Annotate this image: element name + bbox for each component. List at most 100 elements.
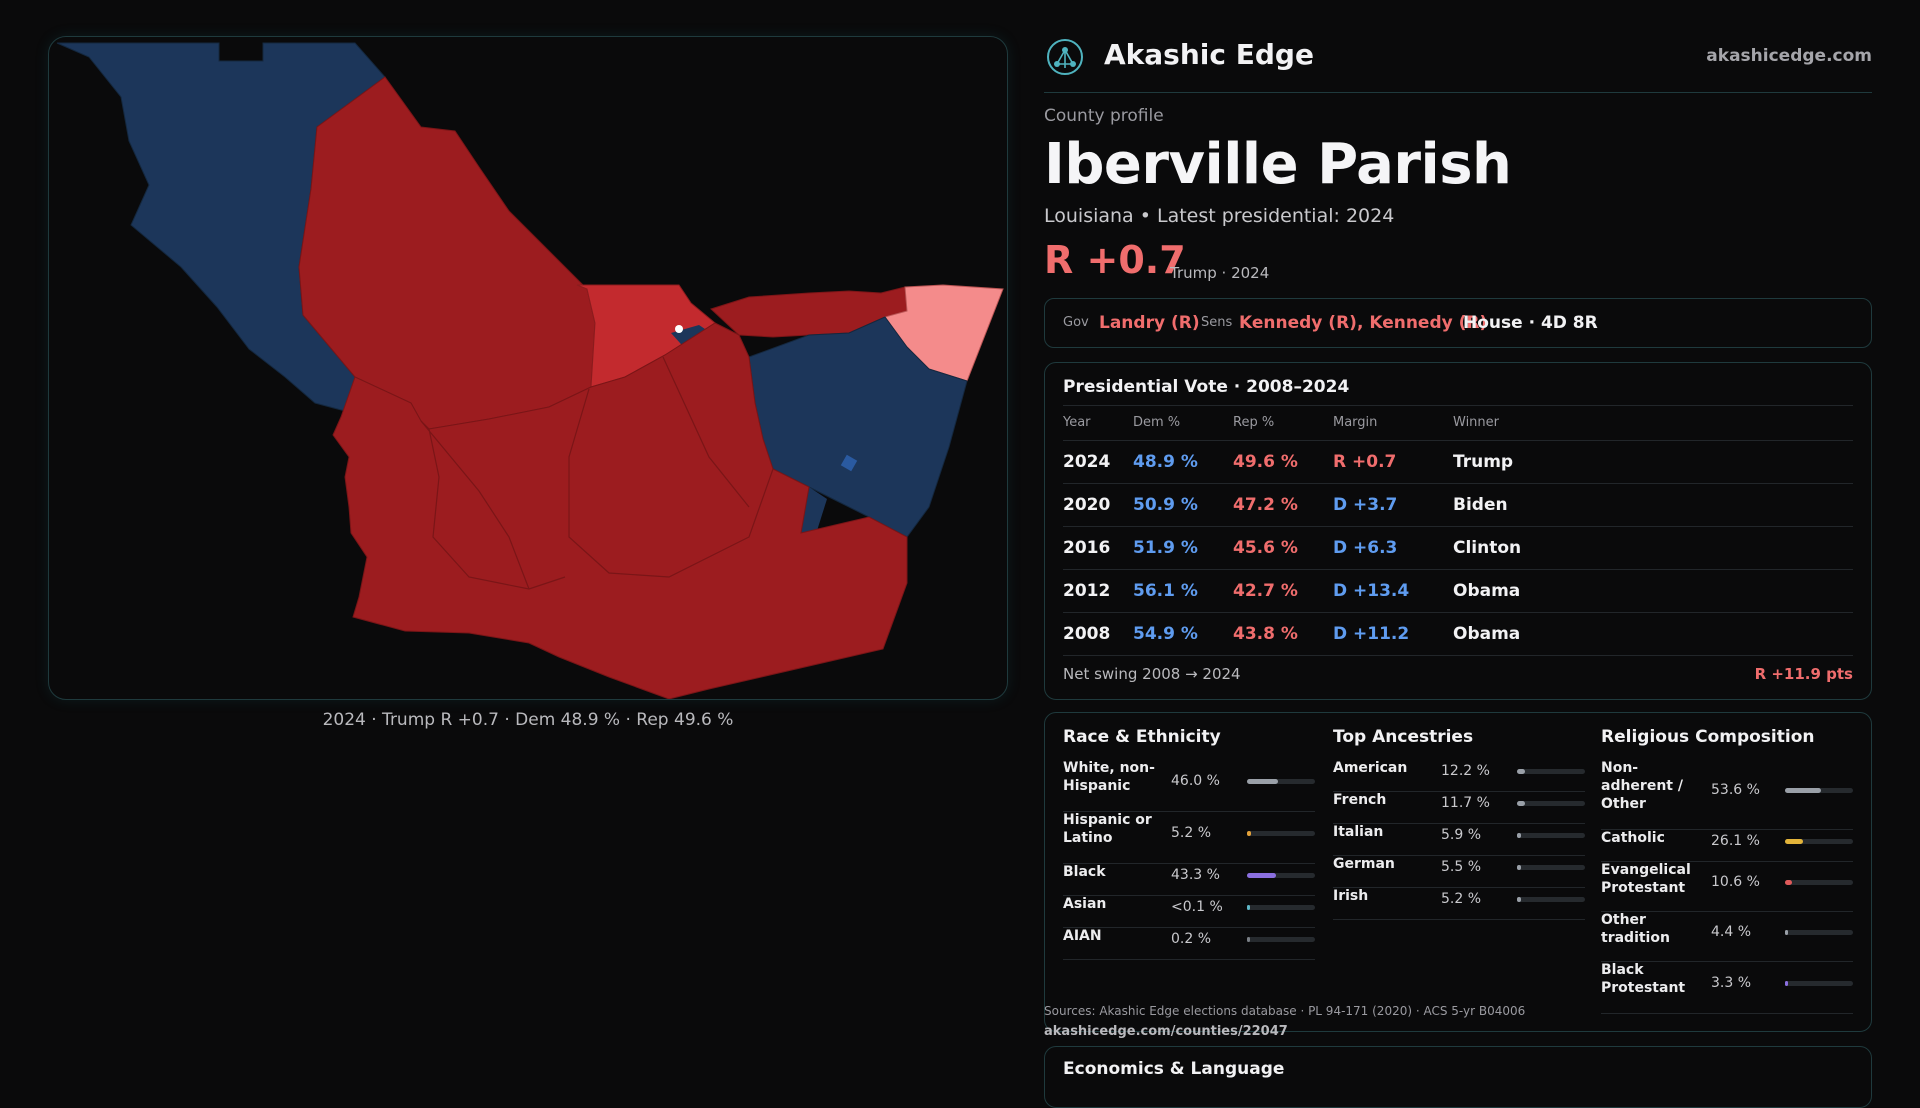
brand-name: Akashic Edge	[1104, 38, 1314, 71]
stat-bar-fill	[1247, 778, 1279, 784]
stat-value: 12.2 %	[1441, 763, 1490, 779]
stat-row: Evangelical Protestant 10.6 %	[1601, 861, 1853, 912]
stat-bar	[1785, 838, 1853, 844]
stat-label: White, non-Hispanic	[1063, 760, 1155, 794]
net-swing-label: Net swing 2008 → 2024	[1063, 665, 1241, 683]
stat-bar	[1785, 980, 1853, 986]
stat-row: Black 43.3 %	[1063, 863, 1315, 896]
stat-label: Hispanic or Latino	[1063, 812, 1152, 846]
stat-label: American	[1333, 760, 1408, 776]
latest-margin: R +0.7	[1044, 238, 1186, 282]
table-row[interactable]: 2020 50.9 % 47.2 % D +3.7 Biden	[1063, 484, 1853, 527]
presidential-title: Presidential Vote · 2008–2024	[1063, 377, 1350, 397]
stat-value: 0.2 %	[1171, 931, 1212, 947]
stat-value: 5.2 %	[1441, 891, 1482, 907]
row-margin: D +13.4	[1333, 581, 1410, 601]
row-dem: 51.9 %	[1133, 538, 1198, 558]
stat-bar	[1517, 800, 1585, 806]
stat-label: French	[1333, 792, 1387, 808]
stat-label: German	[1333, 856, 1395, 872]
senators: Kennedy (R), Kennedy (R)	[1239, 313, 1488, 333]
table-row[interactable]: 2024 48.9 % 49.6 % R +0.7 Trump	[1063, 441, 1853, 484]
stat-value: 4.4 %	[1711, 924, 1752, 940]
presidential-table: Year Dem % Rep % Margin Winner 2024 48.9…	[1063, 405, 1853, 656]
latest-margin-note: Trump · 2024	[1170, 264, 1270, 282]
stat-label: Italian	[1333, 824, 1384, 840]
stat-row: Black Protestant 3.3 %	[1601, 961, 1853, 1014]
stat-label: Irish	[1333, 888, 1369, 904]
ancestry-title: Top Ancestries	[1333, 727, 1474, 747]
stat-label: AIAN	[1063, 928, 1102, 944]
stat-label: Catholic	[1601, 830, 1665, 846]
stat-bar	[1785, 787, 1853, 793]
stat-row: American 12.2 %	[1333, 759, 1585, 792]
stat-bar	[1247, 830, 1315, 836]
stat-value: 11.7 %	[1441, 795, 1490, 811]
table-header: Year Dem % Rep % Margin Winner	[1063, 405, 1853, 441]
table-row[interactable]: 2008 54.9 % 43.8 % D +11.2 Obama	[1063, 613, 1853, 656]
stat-value: 3.3 %	[1711, 975, 1752, 991]
stat-label: Black	[1063, 864, 1106, 880]
stat-bar-fill	[1517, 832, 1521, 838]
row-rep: 47.2 %	[1233, 495, 1298, 515]
stat-row: Asian <0.1 %	[1063, 895, 1315, 928]
source-url[interactable]: akashicedge.com/counties/22047	[1044, 1024, 1288, 1039]
row-winner: Trump	[1453, 452, 1514, 472]
stat-bar-fill	[1785, 879, 1793, 885]
stat-value: 53.6 %	[1711, 782, 1760, 798]
race-title: Race & Ethnicity	[1063, 727, 1221, 747]
stat-bar-fill	[1785, 929, 1788, 935]
map-caption: 2024 · Trump R +0.7 · Dem 48.9 % · Rep 4…	[322, 710, 734, 730]
row-winner: Biden	[1453, 495, 1508, 515]
stat-bar-fill	[1517, 896, 1521, 902]
row-rep: 49.6 %	[1233, 452, 1298, 472]
stat-row: Hispanic or Latino 5.2 %	[1063, 811, 1315, 864]
stat-bar	[1785, 929, 1853, 935]
row-winner: Obama	[1453, 624, 1521, 644]
gov-label: Gov	[1063, 315, 1089, 330]
row-year: 2012	[1063, 581, 1111, 601]
table-row[interactable]: 2016 51.9 % 45.6 % D +6.3 Clinton	[1063, 527, 1853, 570]
row-margin: D +11.2	[1333, 624, 1410, 644]
stat-bar-fill	[1785, 980, 1788, 986]
stat-bar	[1247, 904, 1315, 910]
stat-label: Black Protestant	[1601, 962, 1686, 996]
stat-value: 10.6 %	[1711, 874, 1760, 890]
stat-row: White, non-Hispanic 46.0 %	[1063, 759, 1315, 812]
network-globe-icon	[1047, 39, 1083, 75]
map-marker	[675, 325, 683, 333]
presidential-vote-card: Presidential Vote · 2008–2024 Year Dem %…	[1044, 362, 1872, 700]
county-map[interactable]	[48, 36, 1008, 700]
sources-note: Sources: Akashic Edge elections database…	[1044, 1004, 1526, 1018]
table-row[interactable]: 2012 56.1 % 42.7 % D +13.4 Obama	[1063, 570, 1853, 613]
page-title: Iberville Parish	[1044, 132, 1512, 197]
stat-value: 5.5 %	[1441, 859, 1482, 875]
stat-value: 26.1 %	[1711, 833, 1760, 849]
col-winner: Winner	[1453, 415, 1500, 430]
stat-bar	[1247, 872, 1315, 878]
religion-title: Religious Composition	[1601, 727, 1815, 747]
stat-row: Non-adherent / Other 53.6 %	[1601, 759, 1853, 830]
stat-row: Catholic 26.1 %	[1601, 829, 1853, 862]
demographics-card: Race & Ethnicity White, non-Hispanic 46.0…	[1044, 712, 1872, 1032]
col-rep: Rep %	[1233, 415, 1275, 430]
governor: Landry (R)	[1099, 313, 1200, 333]
row-margin: R +0.7	[1333, 452, 1397, 472]
row-margin: D +3.7	[1333, 495, 1398, 515]
stat-row: Irish 5.2 %	[1333, 887, 1585, 920]
map-region-south-rep[interactable]	[332, 322, 908, 699]
stat-row: AIAN 0.2 %	[1063, 927, 1315, 960]
page-subtitle: Louisiana • Latest presidential: 2024	[1044, 205, 1395, 227]
stat-label: Evangelical Protestant	[1601, 862, 1691, 896]
row-rep: 43.8 %	[1233, 624, 1298, 644]
col-dem: Dem %	[1133, 415, 1181, 430]
economics-title: Economics & Language	[1063, 1059, 1285, 1079]
house-delegation: House · 4D 8R	[1463, 313, 1598, 333]
map-district-lines	[420, 356, 774, 590]
site-link[interactable]: akashicedge.com	[1706, 46, 1872, 66]
stat-value: 43.3 %	[1171, 867, 1220, 883]
stat-bar-fill	[1517, 768, 1526, 774]
stat-row: Italian 5.9 %	[1333, 823, 1585, 856]
net-swing-value: R +11.9 pts	[1754, 665, 1853, 683]
row-rep: 42.7 %	[1233, 581, 1298, 601]
